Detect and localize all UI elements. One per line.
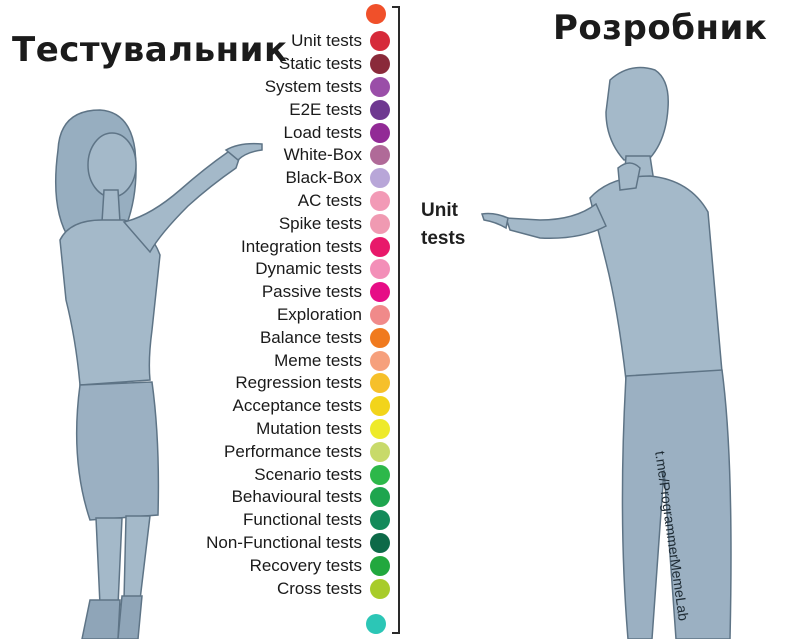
color-dot [370,31,390,52]
color-dot [370,464,390,485]
test-type-label: Balance tests [259,327,362,347]
test-type-label: Dynamic tests [255,259,362,279]
color-dot [370,145,390,166]
test-type-item: Meme tests [160,349,390,372]
bottom-color-dot [366,614,386,634]
test-type-item: Scenario tests [160,463,390,486]
tester-title: Тестувальник [12,30,288,70]
speech-line-1: Unit [421,200,458,221]
test-type-label: Functional tests [242,510,362,530]
color-dot [370,282,390,303]
test-type-item: White-Box [160,144,390,167]
test-type-label: System tests [264,76,362,96]
test-type-item: Mutation tests [160,418,390,441]
list-bracket [392,6,400,634]
test-type-item: Passive tests [160,281,390,304]
test-type-label: Scenario tests [254,464,362,484]
test-type-label: E2E tests [289,99,362,119]
test-type-item: Functional tests [160,509,390,532]
test-type-item: Acceptance tests [160,395,390,418]
test-type-label: Mutation tests [256,418,362,438]
test-types-list: Unit tests Static tests System tests E2E te… [160,30,390,600]
test-type-item: Cross tests [160,577,390,600]
test-type-label: Cross tests [276,578,362,598]
test-type-label: Load tests [283,122,362,142]
developer-speech: Unit tests [421,197,465,253]
test-type-label: AC tests [297,190,362,210]
color-dot [370,190,390,211]
color-dot [370,76,390,97]
color-dot [370,487,390,508]
color-dot [370,259,390,280]
test-type-label: Exploration [276,304,362,324]
color-dot [370,54,390,75]
test-type-label: Recovery tests [249,555,362,575]
test-type-label: Performance tests [224,441,362,461]
color-dot [370,441,390,462]
test-type-label: White-Box [283,145,362,165]
test-type-item: Balance tests [160,326,390,349]
test-type-item: Dynamic tests [160,258,390,281]
test-type-label: Unit tests [291,31,362,51]
test-type-item: Static tests [160,53,390,76]
test-type-label: Static tests [278,54,362,74]
color-dot [370,373,390,394]
test-type-label: Non-Functional tests [206,532,362,552]
test-type-label: Behavioural tests [231,487,362,507]
color-dot [370,122,390,143]
test-type-label: Acceptance tests [232,396,362,416]
test-type-label: Integration tests [241,236,362,256]
test-type-item: Behavioural tests [160,486,390,509]
test-type-label: Regression tests [235,373,362,393]
color-dot [370,350,390,371]
color-dot [370,510,390,531]
color-dot [370,532,390,553]
test-type-item: Black-Box [160,167,390,190]
color-dot [370,578,390,599]
test-type-item: Exploration [160,304,390,327]
test-type-item: System tests [160,76,390,99]
test-type-label: Black-Box [285,168,362,188]
developer-figure [481,66,732,639]
color-dot [370,327,390,348]
test-type-item: Spike tests [160,212,390,235]
color-dot [370,304,390,325]
test-type-item: E2E tests [160,98,390,121]
developer-title: Розробник [553,8,768,48]
color-dot [370,396,390,417]
color-dot [370,555,390,576]
test-type-item: Recovery tests [160,554,390,577]
top-color-dot [366,4,386,24]
test-type-label: Spike tests [278,213,362,233]
color-dot [370,213,390,234]
test-type-label: Passive tests [261,282,362,302]
color-dot [370,236,390,257]
test-type-item: Integration tests [160,235,390,258]
color-dot [370,418,390,439]
test-type-item: AC tests [160,190,390,213]
test-type-item: Performance tests [160,440,390,463]
test-type-label: Meme tests [274,350,362,370]
test-type-item: Load tests [160,121,390,144]
speech-line-2: tests [421,228,466,249]
test-type-item: Unit tests [160,30,390,53]
test-type-item: Regression tests [160,372,390,395]
test-type-item: Non-Functional tests [160,532,390,555]
color-dot [370,168,390,189]
color-dot [370,99,390,120]
tester-figure [54,109,263,639]
